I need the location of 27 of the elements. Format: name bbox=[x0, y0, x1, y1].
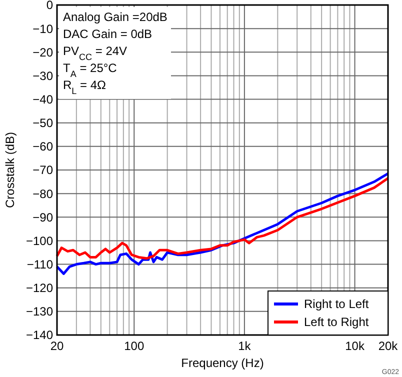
annotation: PV$_{CC}$ = 24V bbox=[63, 44, 128, 62]
y-tick-label: −130 bbox=[26, 304, 54, 319]
annotation: DAC Gain = 0dB bbox=[63, 27, 152, 41]
y-tick-label: −100 bbox=[26, 234, 54, 248]
legend-label: Left to Right bbox=[304, 315, 370, 330]
y-tick-label: −80 bbox=[32, 186, 54, 201]
y-tick-label: −20 bbox=[32, 45, 54, 60]
x-tick-label: 100 bbox=[124, 339, 144, 353]
y-tick-label: −40 bbox=[32, 92, 54, 106]
x-tick-label: 20k bbox=[378, 339, 399, 353]
y-tick-label: 0 bbox=[46, 0, 54, 12]
y-tick-label: −110 bbox=[26, 257, 54, 272]
y-tick-label: −120 bbox=[26, 281, 54, 296]
y-axis-title: Crosstalk (dB) bbox=[3, 132, 17, 208]
y-tick-label: −30 bbox=[32, 68, 54, 83]
y-tick-label: −90 bbox=[32, 210, 54, 224]
y-tick-label: −50 bbox=[32, 116, 54, 130]
x-tick-label: 1k bbox=[238, 339, 252, 353]
y-tick-label: −60 bbox=[32, 140, 54, 154]
annotation: R$_{L}$ = 4Ω bbox=[63, 78, 106, 96]
annotation: Analog Gain =20dB bbox=[63, 10, 168, 24]
annotation: T$_{A}$ = 25°C bbox=[63, 61, 118, 79]
x-axis-title: Frequency (Hz) bbox=[181, 356, 264, 370]
legend-label: Right to Left bbox=[304, 297, 370, 312]
y-tick-label: −70 bbox=[32, 163, 54, 178]
x-tick-label: 10k bbox=[345, 339, 366, 353]
y-tick-label: −10 bbox=[32, 22, 54, 36]
